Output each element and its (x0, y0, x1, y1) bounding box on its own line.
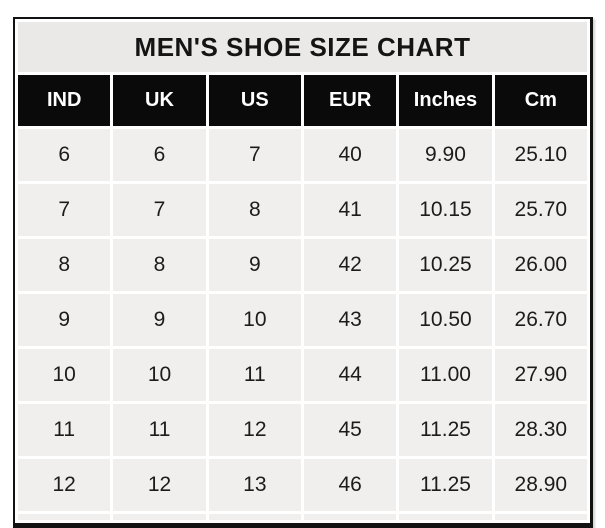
table-cell: 45 (303, 404, 397, 456)
table-cell: 41 (303, 184, 397, 236)
column-header-inches: Inches (399, 75, 492, 126)
column-header-ind: IND (18, 75, 111, 126)
table-cell: 7 (113, 184, 206, 236)
table-cell: 25.70 (494, 184, 587, 236)
table-cell: 10 (113, 349, 206, 401)
table-row: 10 10 11 44 11.00 27.90 (18, 349, 587, 401)
table-row: 9 9 10 43 10.50 26.70 (18, 294, 587, 346)
filler-cell (113, 514, 206, 520)
table-cell: 11.25 (399, 404, 492, 456)
table-cell: 10 (18, 349, 111, 401)
table-cell: 8 (113, 239, 206, 291)
table-cell: 10.25 (399, 239, 492, 291)
filler-cell (208, 514, 301, 520)
table-cell: 25.10 (494, 129, 587, 181)
table-row: 12 12 13 46 11.25 28.90 (18, 459, 587, 511)
table-cell: 11 (208, 349, 301, 401)
table-cell: 7 (208, 129, 301, 181)
table-cell: 11.25 (399, 459, 492, 511)
column-header-cm: Cm (494, 75, 587, 126)
filler-cell (399, 514, 492, 520)
table-cell: 10.15 (399, 184, 492, 236)
table-cell: 43 (303, 294, 397, 346)
column-header-uk: UK (113, 75, 206, 126)
table-cell: 11.00 (399, 349, 492, 401)
filler-row (18, 514, 587, 520)
table-head: MEN'S SHOE SIZE CHART IND UK US EUR Inches Cm (18, 22, 587, 126)
table-row: 7 7 8 41 10.15 25.70 (18, 184, 587, 236)
column-header-eur: EUR (303, 75, 397, 126)
table-cell: 8 (208, 184, 301, 236)
table-cell: 8 (18, 239, 111, 291)
filler-cell (18, 514, 111, 520)
filler-cell (494, 514, 587, 520)
table-cell: 12 (208, 404, 301, 456)
table-row: 6 6 7 40 9.90 25.10 (18, 129, 587, 181)
table-cell: 40 (303, 129, 397, 181)
table-cell: 6 (18, 129, 111, 181)
table-cell: 28.90 (494, 459, 587, 511)
table-cell: 9 (208, 239, 301, 291)
table-cell: 44 (303, 349, 397, 401)
table-body: 6 6 7 40 9.90 25.10 7 7 8 41 10.15 25.70 8 8 9 42 10.25 2… (18, 129, 587, 520)
shoe-size-chart: MEN'S SHOE SIZE CHART IND UK US EUR Inches Cm… (13, 17, 593, 528)
table-row: 8 8 9 42 10.25 26.00 (18, 239, 587, 291)
table-cell: 12 (18, 459, 111, 511)
table-cell: 26.00 (494, 239, 587, 291)
table-cell: 7 (18, 184, 111, 236)
table-cell: 6 (113, 129, 206, 181)
table-cell: 11 (113, 404, 206, 456)
table-cell: 42 (303, 239, 397, 291)
table-cell: 26.70 (494, 294, 587, 346)
table-cell: 27.90 (494, 349, 587, 401)
table-cell: 9.90 (399, 129, 492, 181)
table-cell: 10.50 (399, 294, 492, 346)
table-row: 11 11 12 45 11.25 28.30 (18, 404, 587, 456)
table-cell: 11 (18, 404, 111, 456)
table-cell: 28.30 (494, 404, 587, 456)
table-cell: 13 (208, 459, 301, 511)
table-cell: 12 (113, 459, 206, 511)
table-cell: 9 (18, 294, 111, 346)
page-title: MEN'S SHOE SIZE CHART (18, 22, 587, 72)
title-row: MEN'S SHOE SIZE CHART (18, 22, 587, 72)
filler-cell (303, 514, 397, 520)
column-header-us: US (208, 75, 301, 126)
size-table: MEN'S SHOE SIZE CHART IND UK US EUR Inches Cm… (15, 19, 590, 523)
table-cell: 9 (113, 294, 206, 346)
table-cell: 10 (208, 294, 301, 346)
table-cell: 46 (303, 459, 397, 511)
header-row: IND UK US EUR Inches Cm (18, 75, 587, 126)
